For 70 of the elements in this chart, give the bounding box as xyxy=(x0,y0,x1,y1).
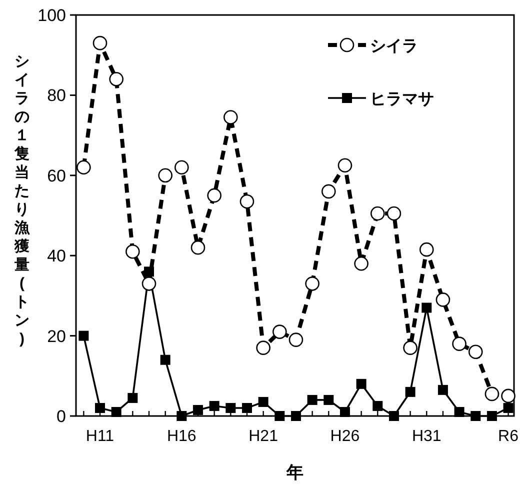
point xyxy=(470,411,481,421)
point xyxy=(158,168,172,183)
point xyxy=(111,406,122,417)
point xyxy=(405,386,416,397)
point xyxy=(370,206,385,221)
point xyxy=(468,344,483,359)
point xyxy=(356,378,366,389)
point xyxy=(176,411,187,421)
point xyxy=(372,400,383,411)
point xyxy=(258,396,268,407)
point xyxy=(174,160,189,175)
point xyxy=(321,184,336,199)
legend-label: シイラ xyxy=(370,38,418,55)
point xyxy=(454,406,464,417)
x-axis-title: 年 xyxy=(286,463,304,482)
x-tick-label: H31 xyxy=(412,428,442,445)
y-tick-label: 20 xyxy=(47,326,66,346)
x-tick-label: H16 xyxy=(166,428,196,445)
point xyxy=(484,386,500,402)
x-tick-label: H21 xyxy=(248,428,278,445)
point xyxy=(274,411,285,421)
point xyxy=(338,158,352,173)
point xyxy=(242,402,252,413)
point xyxy=(144,266,154,277)
text: シイラの１隻当たり漁獲量(トン) xyxy=(14,53,30,348)
point xyxy=(240,194,254,209)
y-tick-label: 0 xyxy=(56,407,66,426)
point xyxy=(207,188,222,203)
point xyxy=(190,240,206,255)
point xyxy=(386,206,402,221)
point xyxy=(209,400,220,411)
x-tick-label: H26 xyxy=(330,428,360,445)
point xyxy=(388,411,399,421)
y-tick-label: 100 xyxy=(38,6,66,25)
point xyxy=(503,402,514,413)
point xyxy=(501,388,516,404)
y-tick-label: 80 xyxy=(47,86,66,106)
point xyxy=(256,340,270,355)
point xyxy=(452,336,466,351)
point xyxy=(126,244,140,259)
point xyxy=(307,394,318,405)
point xyxy=(160,354,170,365)
y-tick-label: 40 xyxy=(47,246,66,266)
x-tick-label: H11 xyxy=(86,428,114,445)
point xyxy=(76,160,91,175)
point xyxy=(192,404,203,415)
x-tick-label: R6 xyxy=(498,428,519,445)
point xyxy=(419,242,434,257)
point xyxy=(324,394,334,405)
y-tick-label: 60 xyxy=(47,166,66,186)
point xyxy=(272,324,287,339)
point xyxy=(288,332,304,347)
point xyxy=(109,72,124,86)
point xyxy=(92,36,108,50)
point xyxy=(142,276,156,291)
point xyxy=(486,411,497,421)
point xyxy=(224,110,238,124)
point xyxy=(422,302,432,313)
point xyxy=(354,256,368,271)
point xyxy=(95,402,106,413)
point xyxy=(226,402,236,413)
point xyxy=(305,276,320,291)
point xyxy=(340,406,350,417)
point xyxy=(128,392,138,403)
point xyxy=(403,340,418,355)
point xyxy=(436,292,450,307)
point xyxy=(438,384,448,395)
legend-label: ヒラマサ xyxy=(370,91,434,108)
point xyxy=(290,411,301,421)
point xyxy=(78,330,89,341)
